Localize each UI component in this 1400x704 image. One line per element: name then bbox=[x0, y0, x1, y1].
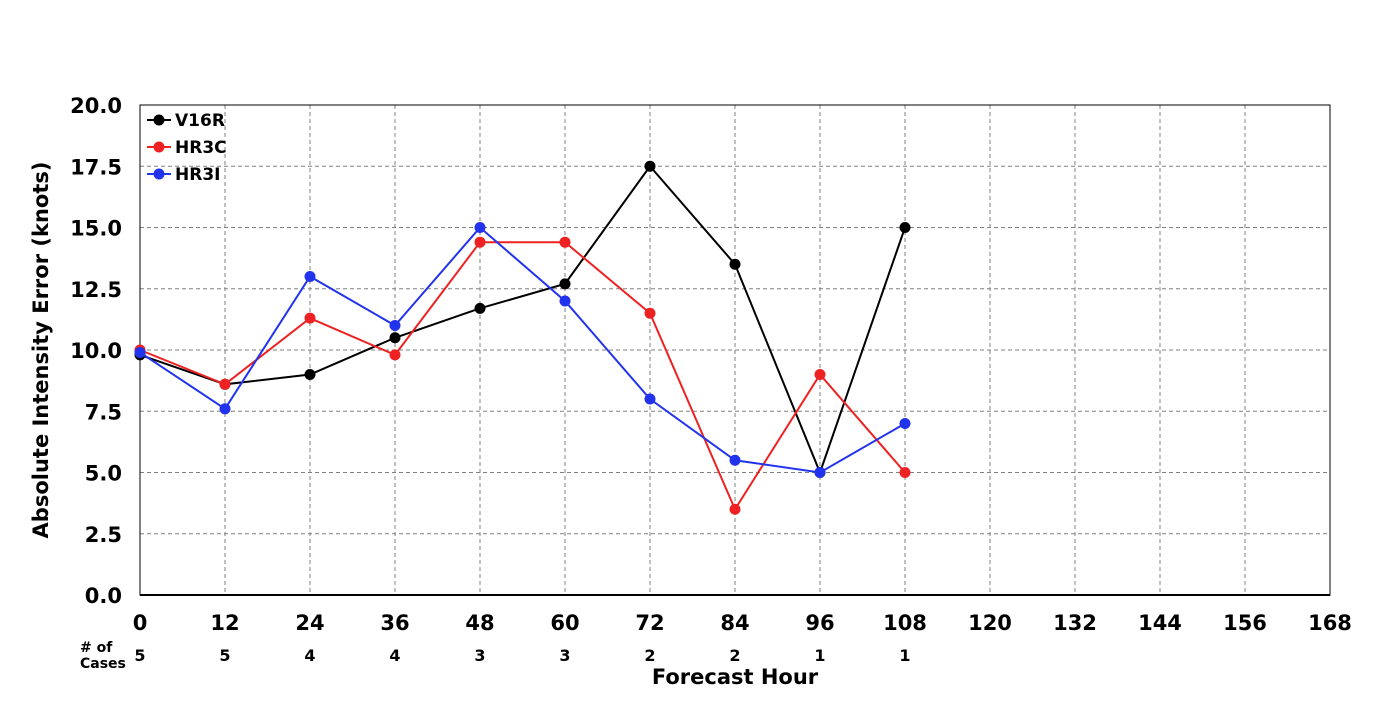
case-counts: # of Cases 5 5 4 4 3 3 2 2 1 1 bbox=[80, 640, 911, 672]
legend-item-HR3I: HR3I bbox=[147, 165, 220, 185]
case-count: 5 bbox=[219, 646, 230, 665]
cases-label-line: # of bbox=[80, 640, 113, 656]
x-tick-label: 48 bbox=[465, 611, 494, 635]
data-point bbox=[474, 302, 486, 314]
x-tick-label: 156 bbox=[1223, 611, 1267, 635]
data-point bbox=[389, 320, 401, 331]
data-point bbox=[134, 346, 146, 358]
legend-marker bbox=[153, 114, 165, 126]
series-line bbox=[139, 226, 906, 474]
x-tick-label: 60 bbox=[550, 611, 579, 635]
data-point bbox=[389, 349, 401, 361]
y-tick-label: 20.0 bbox=[70, 94, 122, 118]
y-tick-label: 5.0 bbox=[85, 462, 122, 486]
data-point bbox=[644, 393, 656, 405]
legend-item-V16R: V16R bbox=[147, 111, 225, 131]
case-count: 4 bbox=[389, 646, 400, 665]
data-point bbox=[644, 307, 656, 319]
data-point bbox=[474, 222, 486, 233]
legend-item-HR3C: HR3C bbox=[147, 138, 227, 158]
data-point bbox=[814, 467, 826, 478]
series-line bbox=[139, 241, 906, 512]
data-point bbox=[729, 503, 741, 515]
data-point bbox=[389, 332, 401, 344]
data-point bbox=[899, 222, 911, 233]
x-axis-title: Forecast Hour bbox=[652, 665, 819, 689]
case-count: 1 bbox=[899, 646, 910, 665]
x-tick-label: 12 bbox=[210, 611, 239, 635]
y-tick-label: 10.0 bbox=[70, 339, 122, 363]
case-count: 2 bbox=[644, 646, 655, 665]
data-point bbox=[729, 454, 741, 466]
y-tick-label: 17.5 bbox=[70, 155, 122, 179]
grid-lines bbox=[140, 105, 1330, 595]
case-count: 2 bbox=[729, 646, 740, 665]
data-point bbox=[304, 369, 316, 380]
series-line bbox=[139, 164, 906, 476]
x-tick-labels: 0 12 24 36 48 60 72 84 96 108 120 132 144 156 168 bbox=[133, 611, 1352, 635]
x-tick-label: 84 bbox=[720, 611, 749, 635]
case-count: 5 bbox=[134, 646, 145, 665]
series-lines bbox=[134, 160, 911, 515]
data-point bbox=[814, 369, 826, 380]
x-tick-label: 120 bbox=[968, 611, 1012, 635]
series-V16R bbox=[134, 160, 911, 478]
case-count: 3 bbox=[474, 646, 485, 665]
y-tick-label: 0.0 bbox=[85, 584, 122, 608]
legend-label: HR3I bbox=[175, 165, 220, 185]
x-tick-label: 144 bbox=[1138, 611, 1182, 635]
data-point bbox=[304, 271, 316, 282]
cases-label-line: Cases bbox=[80, 656, 126, 672]
legend-label: HR3C bbox=[175, 138, 227, 158]
data-point bbox=[474, 236, 486, 248]
data-point bbox=[899, 467, 911, 478]
cases-row-label: # of Cases bbox=[80, 640, 126, 672]
legend-marker bbox=[153, 168, 165, 180]
x-tick-label: 132 bbox=[1053, 611, 1097, 635]
y-tick-label: 15.0 bbox=[70, 217, 122, 241]
x-tick-label: 36 bbox=[380, 611, 409, 635]
data-point bbox=[559, 278, 571, 290]
x-tick-label: 24 bbox=[295, 611, 324, 635]
case-count: 1 bbox=[814, 646, 825, 665]
x-tick-label: 72 bbox=[635, 611, 664, 635]
case-count: 3 bbox=[559, 646, 570, 665]
x-tick-label: 96 bbox=[805, 611, 834, 635]
y-tick-label: 7.5 bbox=[85, 400, 122, 424]
data-point bbox=[899, 418, 911, 429]
series-HR3I bbox=[134, 222, 911, 478]
series-HR3C bbox=[134, 236, 911, 515]
y-axis-title: Absolute Intensity Error (knots) bbox=[29, 162, 53, 539]
x-tick-label: 108 bbox=[883, 611, 927, 635]
x-tick-label: 168 bbox=[1308, 611, 1352, 635]
x-tick-label: 0 bbox=[133, 611, 148, 635]
data-point bbox=[729, 258, 741, 270]
data-point bbox=[559, 295, 571, 307]
y-tick-labels: 0.0 2.5 5.0 7.5 10.0 12.5 15.0 17.5 20.0 bbox=[70, 94, 122, 608]
y-tick-label: 2.5 bbox=[85, 523, 122, 547]
data-point bbox=[219, 403, 231, 415]
data-point bbox=[304, 312, 316, 324]
data-point bbox=[644, 160, 656, 172]
legend-label: V16R bbox=[175, 111, 225, 131]
legend: V16R HR3C HR3I bbox=[147, 111, 227, 185]
legend-marker bbox=[153, 141, 165, 153]
case-count: 4 bbox=[304, 646, 315, 665]
data-point bbox=[559, 236, 571, 248]
y-tick-label: 12.5 bbox=[70, 278, 122, 302]
data-point bbox=[219, 378, 231, 390]
